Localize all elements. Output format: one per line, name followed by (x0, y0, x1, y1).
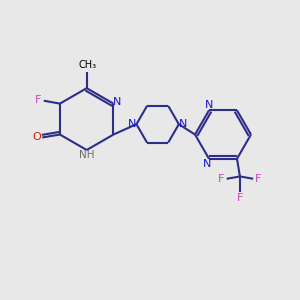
Text: N: N (179, 118, 188, 129)
Text: F: F (255, 174, 262, 184)
Text: F: F (237, 193, 243, 202)
Text: N: N (128, 118, 136, 129)
Text: NH: NH (79, 150, 94, 160)
Text: F: F (218, 174, 225, 184)
Text: N: N (203, 159, 212, 169)
Text: F: F (35, 95, 42, 105)
Text: N: N (205, 100, 213, 110)
Text: O: O (33, 132, 41, 142)
Text: CH₃: CH₃ (78, 60, 96, 70)
Text: N: N (113, 97, 121, 107)
